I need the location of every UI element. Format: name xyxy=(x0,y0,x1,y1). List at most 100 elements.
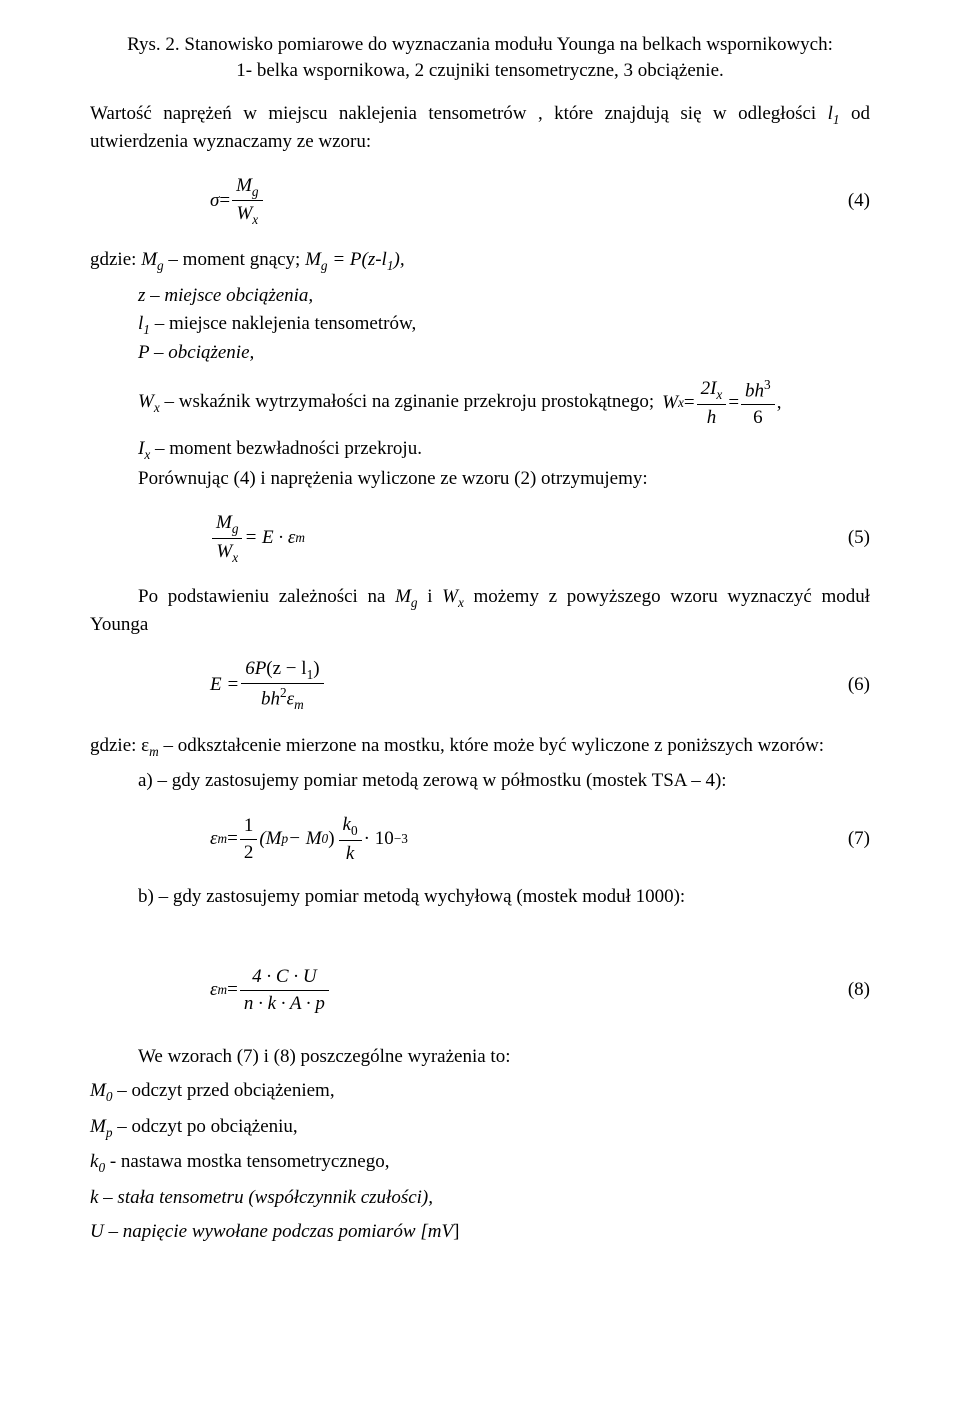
equation-7: εm = 1 2 (Mp − M0) k0 k · 10−3 (7) xyxy=(90,812,870,866)
text: gdzie: xyxy=(90,249,141,270)
equals: = xyxy=(219,188,230,214)
den: W xyxy=(216,541,232,562)
text: – odczyt po obciążeniu, xyxy=(112,1116,297,1137)
caption-line-2: 1- belka wspornikowa, 2 czujniki tensome… xyxy=(236,60,724,81)
compare-text: Porównując (4) i naprężenia wyliczone ze… xyxy=(138,466,870,492)
paragraph-substitution: Po podstawieniu zależności na Mg i Wx mo… xyxy=(90,584,870,637)
var: M xyxy=(305,249,321,270)
text: – moment gnący; xyxy=(164,249,305,270)
den: n · k · A · p xyxy=(240,991,329,1017)
text: ) xyxy=(328,826,334,852)
equation-8: εm = 4 · C · U n · k · A · p (8) xyxy=(90,964,870,1016)
equation-number: (8) xyxy=(822,977,870,1003)
var: W xyxy=(138,391,154,412)
var-sub: g xyxy=(411,595,418,610)
den: 2 xyxy=(240,840,258,866)
equation-number: (4) xyxy=(822,188,870,214)
definitions-eq4: z – miejsce obciążenia, l1 – miejsce nak… xyxy=(138,283,870,366)
sigma: σ xyxy=(210,188,219,214)
var-sub: 0 xyxy=(322,830,329,848)
text: , xyxy=(777,390,782,416)
figure-caption: Rys. 2. Stanowisko pomiarowe do wyznacza… xyxy=(90,32,870,83)
num: k xyxy=(343,814,351,835)
text: ), xyxy=(394,249,405,270)
text: – odczyt przed obciążeniem, xyxy=(112,1080,334,1101)
num: M xyxy=(216,512,232,533)
caption-line-1: Rys. 2. Stanowisko pomiarowe do wyznacza… xyxy=(127,34,833,55)
text: – odkształcenie mierzone na mostku, któr… xyxy=(159,735,824,756)
equation-6: E = 6P(z − l1) bh2εm (6) xyxy=(90,656,870,715)
where-eq4: gdzie: Mg – moment gnący; Mg = P(z-l1), xyxy=(90,247,870,275)
den-sub: x xyxy=(232,549,238,564)
text: = P(z-l xyxy=(328,249,387,270)
text: ] xyxy=(453,1221,459,1242)
def-p: P – obciążenie, xyxy=(138,342,254,363)
where-eq6: gdzie: εm – odkształcenie mierzone na mo… xyxy=(90,733,870,761)
num-sub: x xyxy=(716,387,722,402)
equals: = xyxy=(728,390,739,416)
var: M xyxy=(141,249,157,270)
den: 6 xyxy=(741,405,775,431)
var-sub: m xyxy=(218,830,228,848)
var: W xyxy=(442,586,458,607)
text: – moment bezwładności przekroju. xyxy=(150,438,422,459)
var: M xyxy=(90,1116,106,1137)
text: – wskaźnik wytrzymałości na zginanie prz… xyxy=(160,391,654,412)
equals: = xyxy=(227,826,238,852)
text: Wartość naprężeń w miejscu naklejenia te… xyxy=(90,103,828,124)
num-sub: g xyxy=(232,521,239,536)
num: 4 · C · U xyxy=(240,964,329,991)
num: M xyxy=(236,175,252,196)
den: k xyxy=(339,841,362,867)
rhs-sub: m xyxy=(295,529,305,547)
num-sub: g xyxy=(252,183,259,198)
var: ε xyxy=(210,977,218,1003)
list-item-b: b) – gdy zastosujemy pomiar metodą wychy… xyxy=(138,884,870,910)
num-sup: 3 xyxy=(764,377,771,392)
def-k: k – stała tensometru (współczynnik czuło… xyxy=(90,1187,433,1208)
text: – miejsce naklejenia tensometrów, xyxy=(150,313,416,334)
var-l-sub: 1 xyxy=(833,112,840,127)
num: 6P xyxy=(245,658,266,679)
def-z: z – miejsce obciążenia, xyxy=(138,285,313,306)
den-sub: x xyxy=(252,212,258,227)
def-l1-sub: 1 xyxy=(143,321,150,336)
text: Po podstawieniu zależności na xyxy=(138,586,395,607)
var-sub: m xyxy=(218,981,228,999)
equation-number: (5) xyxy=(822,525,870,551)
list-item-a: a) – gdy zastosujemy pomiar metodą zerow… xyxy=(138,768,870,794)
den-sup: 2 xyxy=(280,685,287,700)
text: i xyxy=(418,586,443,607)
unit: mV xyxy=(428,1221,453,1242)
text: − M xyxy=(288,826,321,852)
var: W xyxy=(662,390,678,416)
num: bh xyxy=(745,380,764,401)
num-sub: 0 xyxy=(351,823,358,838)
den: h xyxy=(697,405,727,431)
den: bh xyxy=(261,689,280,710)
footer-lead: We wzorach (7) i (8) poszczególne wyraże… xyxy=(90,1044,870,1070)
var: M xyxy=(90,1080,106,1101)
footer-definitions: M0 – odczyt przed obciążeniem, Mp – odcz… xyxy=(90,1078,870,1244)
var-sub: g xyxy=(321,258,328,273)
var-sub: p xyxy=(281,830,288,848)
ix-definition: Ix – moment bezwładności przekroju. Poró… xyxy=(138,436,870,491)
equation-5: Mg Wx = E · εm (5) xyxy=(90,510,870,566)
equals: = xyxy=(227,977,238,1003)
lhs: E = xyxy=(210,672,239,698)
paragraph-intro: Wartość naprężeń w miejscu naklejenia te… xyxy=(90,101,870,154)
num: (z − l xyxy=(266,658,306,679)
var: M xyxy=(395,586,411,607)
equation-4: σ = Mg Wx (4) xyxy=(90,173,870,229)
equation-number: (6) xyxy=(822,672,870,698)
den-sub: m xyxy=(294,698,304,713)
wx-definition: Wx – wskaźnik wytrzymałości na zginanie … xyxy=(138,376,870,431)
text: (M xyxy=(259,826,281,852)
var-sub: 1 xyxy=(387,258,394,273)
num: ) xyxy=(313,658,319,679)
num: 1 xyxy=(240,813,258,840)
var: ε xyxy=(210,826,218,852)
text: · 10 xyxy=(364,826,394,852)
var-sub: m xyxy=(149,743,159,758)
equation-number: (7) xyxy=(822,826,870,852)
